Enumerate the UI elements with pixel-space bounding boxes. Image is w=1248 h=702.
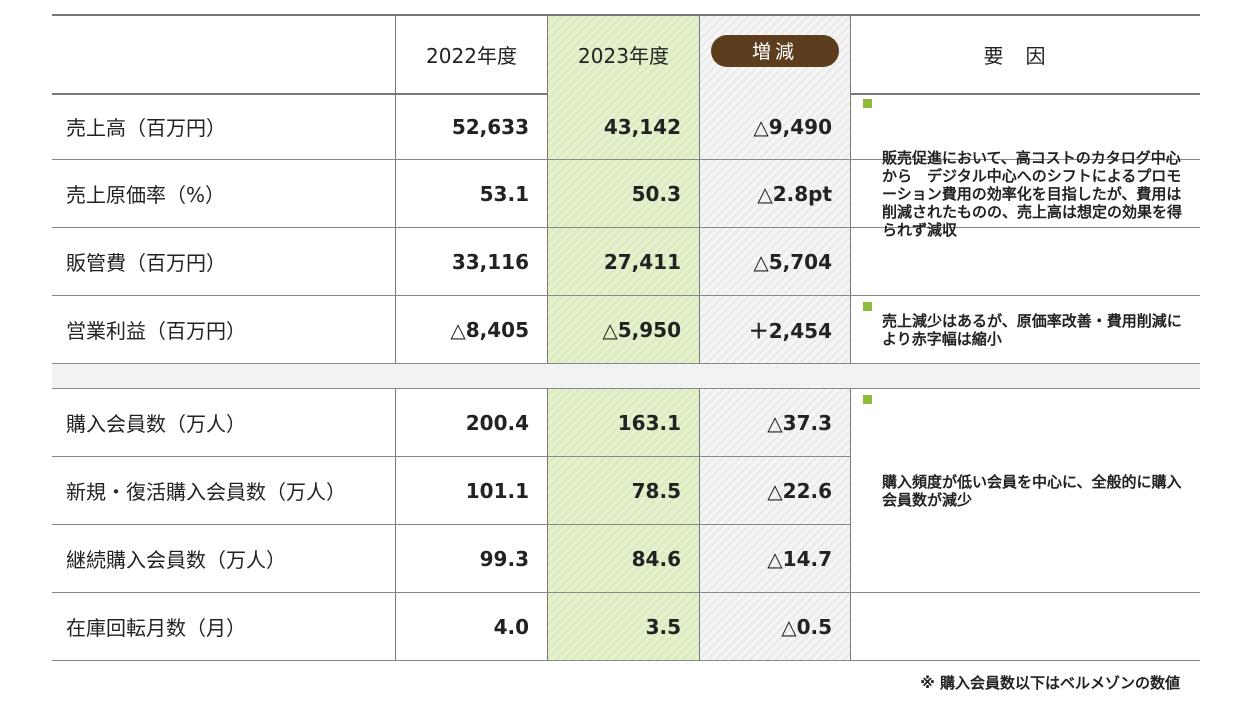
- section-gap: [52, 364, 1200, 388]
- value-2023: 78.5: [548, 457, 700, 524]
- table-row: 売上原価率（%） 53.1 50.3 △2.8pt: [52, 160, 1200, 227]
- header-year-2022: 2022年度: [396, 16, 548, 93]
- header-year-2023: 2023年度: [548, 16, 700, 93]
- value-2023: 27,411: [548, 228, 700, 295]
- value-diff: ＋2,454: [700, 296, 851, 363]
- header-label-cell: [52, 16, 396, 93]
- header-reason: 要因: [983, 44, 1068, 68]
- reason-profit: 売上減少はあるが、原価率改善・費用削減により赤字幅は縮小: [851, 296, 1200, 363]
- reason-text: 購入頻度が低い会員を中心に、全般的に購入会員数が減少: [882, 472, 1182, 509]
- value-diff: △5,704: [700, 228, 851, 295]
- row-label: 新規・復活購入会員数（万人）: [52, 457, 396, 524]
- row-label: 在庫回転月数（月）: [52, 593, 396, 660]
- reason-members: 購入頻度が低い会員を中心に、全般的に購入会員数が減少: [851, 389, 1200, 592]
- table-bottom-border: [52, 660, 1200, 661]
- table-row: 新規・復活購入会員数（万人） 101.1 78.5 △22.6: [52, 457, 1200, 524]
- value-2022: 99.3: [396, 525, 548, 592]
- row-divider: [52, 159, 1200, 160]
- value-diff: △2.8pt: [700, 160, 851, 227]
- value-2022: △8,405: [396, 296, 548, 363]
- reason-text: 売上減少はあるが、原価率改善・費用削減により赤字幅は縮小: [882, 311, 1182, 348]
- value-diff: △37.3: [700, 389, 851, 456]
- bullet-icon: [863, 302, 872, 311]
- value-2022: 53.1: [396, 160, 548, 227]
- section-divider: [52, 388, 1200, 389]
- value-diff: △0.5: [700, 593, 851, 660]
- diff-badge: 増減: [711, 34, 839, 67]
- row-label: 購入会員数（万人）: [52, 389, 396, 456]
- value-2023: △5,950: [548, 296, 700, 363]
- footnote: ※ 購入会員数以下はベルメゾンの数値: [920, 674, 1180, 692]
- table-row: 売上高（百万円） 52,633 43,142 △9,490: [52, 93, 1200, 160]
- row-divider: [52, 227, 1200, 228]
- value-2022: 101.1: [396, 457, 548, 524]
- value-2023: 43,142: [548, 93, 700, 160]
- table-header: 2022年度 2023年度 増減 要因: [52, 14, 1200, 95]
- value-2022: 33,116: [396, 228, 548, 295]
- header-diff-cell: 増減: [700, 16, 851, 93]
- bullet-icon: [863, 395, 872, 404]
- table-row: 在庫回転月数（月） 4.0 3.5 △0.5: [52, 593, 1200, 660]
- bullet-icon: [863, 99, 872, 108]
- reason-text: 販売促進において、高コストのカタログ中心から デジタル中心へのシフトによるプロモ…: [882, 149, 1183, 239]
- value-2023: 163.1: [548, 389, 700, 456]
- reason-divider: [851, 295, 1200, 296]
- table-row: 販管費（百万円） 33,116 27,411 △5,704: [52, 228, 1200, 295]
- row-label: 販管費（百万円）: [52, 228, 396, 295]
- value-diff: △22.6: [700, 457, 851, 524]
- section-divider: [52, 363, 1200, 364]
- row-label: 営業利益（百万円）: [52, 296, 396, 363]
- value-2022: 52,633: [396, 93, 548, 160]
- table-row: 営業利益（百万円） △8,405 △5,950 ＋2,454: [52, 296, 1200, 363]
- row-divider: [52, 456, 851, 457]
- value-2023: 84.6: [548, 525, 700, 592]
- row-divider: [52, 592, 1200, 593]
- value-2022: 200.4: [396, 389, 548, 456]
- value-2023: 3.5: [548, 593, 700, 660]
- row-label: 売上高（百万円）: [52, 93, 396, 160]
- table-row: 継続購入会員数（万人） 99.3 84.6 △14.7: [52, 525, 1200, 592]
- table-row: 購入会員数（万人） 200.4 163.1 △37.3: [52, 389, 1200, 456]
- row-divider: [52, 524, 851, 525]
- value-diff: △9,490: [700, 93, 851, 160]
- row-label: 売上原価率（%）: [52, 160, 396, 227]
- value-diff: △14.7: [700, 525, 851, 592]
- value-2023: 50.3: [548, 160, 700, 227]
- reason-sales: 販売促進において、高コストのカタログ中心から デジタル中心へのシフトによるプロモ…: [851, 93, 1200, 295]
- row-divider: [52, 295, 1200, 296]
- row-label: 継続購入会員数（万人）: [52, 525, 396, 592]
- value-2022: 4.0: [396, 593, 548, 660]
